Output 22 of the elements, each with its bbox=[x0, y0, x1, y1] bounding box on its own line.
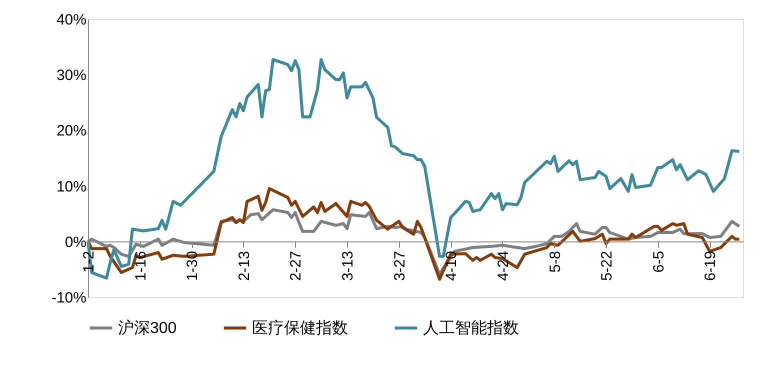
x-tick-label: 6-19 bbox=[702, 250, 720, 281]
x-tick-label: 4-24 bbox=[494, 250, 512, 281]
y-tick-label: 30% bbox=[56, 67, 86, 84]
y-tick-label: 20% bbox=[56, 122, 86, 140]
x-tick-label: 3-13 bbox=[340, 250, 357, 281]
x-tick-label: 4-10 bbox=[443, 250, 460, 281]
legend-label: 人工智能指数 bbox=[423, 319, 519, 337]
legend-label: 医疗保健指数 bbox=[252, 319, 348, 337]
y-tick-label: 0% bbox=[64, 234, 86, 251]
x-tick-label: 1-30 bbox=[184, 250, 202, 281]
y-tick-label: -10% bbox=[51, 290, 86, 306]
x-tick-label: 3-27 bbox=[391, 250, 408, 281]
x-tick-label: 2-13 bbox=[236, 250, 253, 281]
x-tick-label: 5-8 bbox=[546, 250, 564, 273]
x-tick-label: 5-22 bbox=[598, 250, 616, 281]
x-tick-label: 1-16 bbox=[132, 250, 150, 281]
x-tick-label: 2-27 bbox=[288, 250, 305, 281]
legend-label: 沪深300 bbox=[118, 319, 177, 337]
x-tick-label: 6-5 bbox=[650, 250, 668, 273]
x-tick-label: 1-2 bbox=[80, 250, 98, 273]
y-tick-label: 10% bbox=[56, 178, 86, 196]
y-tick-label: 40% bbox=[56, 12, 86, 28]
